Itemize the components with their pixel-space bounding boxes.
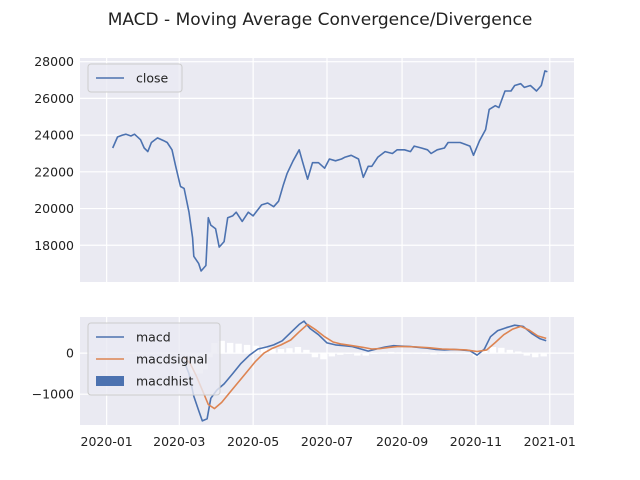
macdhist-bar: [489, 346, 497, 354]
macdhist-bar: [421, 353, 429, 354]
macdhist-bar: [540, 353, 547, 357]
macd-panel: −1000 0 macd macdsignal macdhist: [32, 317, 574, 425]
macd-y-tick-labels: −1000 0: [32, 346, 74, 402]
macdhist-bar: [523, 353, 530, 356]
x-tick-2020-09: 2020-09: [376, 434, 428, 449]
x-tick-2020-05: 2020-05: [227, 434, 279, 449]
close-y-tick-18000: 18000: [34, 238, 74, 253]
close-y-tick-24000: 24000: [34, 128, 74, 143]
macd-line: [183, 320, 547, 422]
macdhist-bar: [413, 353, 420, 354]
macd-y-tick-0: 0: [66, 346, 74, 361]
close-y-tick-28000: 28000: [34, 54, 74, 69]
macdhist-bar: [447, 353, 454, 354]
macdhist-bar: [379, 352, 386, 354]
macdhist-bar: [226, 342, 234, 354]
x-tick-2020-07: 2020-07: [301, 434, 353, 449]
macdhist-bar: [269, 349, 276, 354]
close-y-tick-26000: 26000: [34, 91, 74, 106]
macdhist-bar: [311, 353, 319, 358]
macdhist-bar: [303, 349, 310, 354]
macdhist-bar: [252, 345, 259, 354]
close-legend-box: [87, 63, 183, 93]
macdhist-bar: [277, 349, 285, 354]
macdhist-bar: [286, 348, 293, 354]
macdhist-bar: [498, 347, 505, 354]
macdhist-bar: [430, 353, 437, 355]
macdhist-bar: [337, 353, 344, 355]
macdhist-bar: [464, 353, 471, 354]
macdhist-legend-label: macdhist: [136, 374, 194, 389]
close-gridlines: [80, 58, 574, 282]
macdhist-bar: [532, 353, 539, 358]
macdsignal-legend-label: macdsignal: [136, 352, 208, 367]
macdhist-bar: [481, 350, 488, 354]
close-series-area: [111, 70, 548, 272]
macdhist-bar: [354, 353, 361, 356]
x-tick-2020-01: 2020-01: [81, 434, 133, 449]
x-tick-2021-01: 2021-01: [524, 434, 576, 449]
macdhist-bar: [243, 344, 251, 354]
macdhist-bar: [235, 343, 242, 354]
macdhist-bar: [260, 346, 268, 354]
close-legend: close: [87, 63, 183, 93]
macdhist-bar: [328, 353, 336, 357]
x-tick-labels: 2020-01 2020-03 2020-05 2020-07 2020-09 2020-…: [81, 434, 576, 449]
close-y-tick-22000: 22000: [34, 164, 74, 179]
close-legend-label: close: [136, 71, 169, 86]
figure-title: MACD - Moving Average Convergence/Diverg…: [108, 10, 533, 30]
macdhist-bar: [455, 353, 463, 354]
macdhist-bar: [515, 351, 522, 354]
close-y-tick-20000: 20000: [34, 201, 74, 216]
macdhist-bar: [294, 346, 302, 354]
macdhist-bar: [396, 352, 403, 354]
macd-legend: macd macdsignal macdhist: [87, 322, 221, 396]
macdhist-bar: [387, 351, 395, 354]
macdhist-bar: [506, 349, 514, 354]
macd-y-tick--1000: −1000: [32, 387, 74, 402]
macdhist-bar: [320, 353, 327, 360]
macdhist-bar: [371, 353, 378, 354]
close-y-tick-labels: 18000 20000 22000 24000 26000 28000: [34, 54, 74, 253]
macdsignal-line: [183, 323, 547, 410]
x-tick-2020-03: 2020-03: [153, 434, 205, 449]
macdhist-bar: [218, 340, 225, 354]
x-tick-2020-11: 2020-11: [450, 434, 502, 449]
macdhist-legend-swatch: [96, 376, 124, 386]
macdhist-bar: [362, 353, 369, 356]
macd-legend-label: macd: [136, 330, 171, 345]
close-line: [111, 70, 548, 272]
close-price-panel: 18000 20000 22000 24000 26000 28000 close: [34, 54, 574, 282]
macdhist-bar: [438, 353, 446, 354]
macdhist-bar: [404, 353, 412, 354]
macdhist-bar: [345, 353, 352, 354]
